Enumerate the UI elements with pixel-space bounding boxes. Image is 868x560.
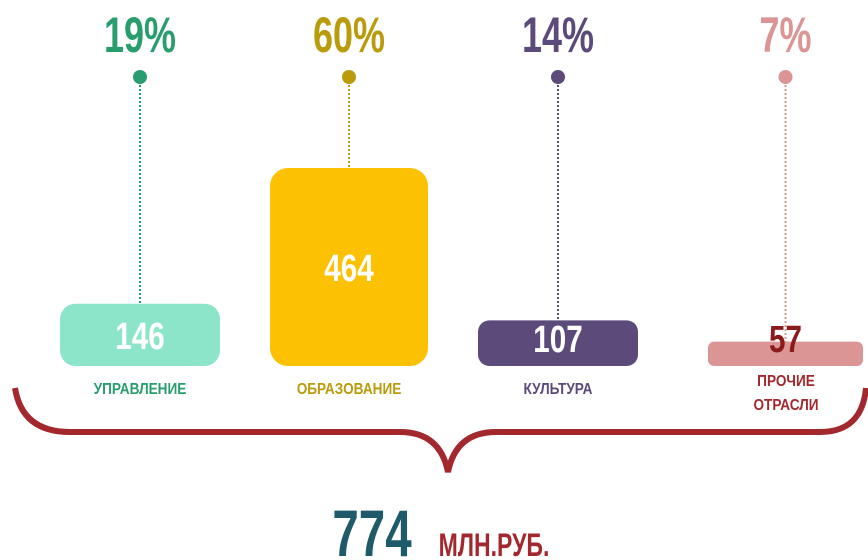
category-label: ПРОЧИЕ ОТРАСЛИ <box>752 373 819 414</box>
category-label: КУЛЬТУРА <box>523 381 593 398</box>
total-unit: МЛН.РУБ. <box>439 527 550 560</box>
category-label: УПРАВЛЕНИЕ <box>93 381 187 398</box>
share-label: 19% <box>104 8 176 63</box>
brace <box>12 387 868 473</box>
bar <box>478 320 638 366</box>
bar-value: 146 <box>115 315 164 357</box>
share-label: 14% <box>522 8 594 63</box>
bar-value: 464 <box>324 248 373 290</box>
bar <box>60 303 220 366</box>
leader-dot <box>551 70 565 84</box>
total-value: 774 <box>332 497 411 560</box>
bar-value: 57 <box>769 319 802 361</box>
bar <box>270 168 428 366</box>
share-label: 60% <box>313 8 385 63</box>
category-label: ОБРАЗОВАНИЕ <box>296 381 402 398</box>
total-group: 774 МЛН.РУБ. <box>332 497 549 560</box>
bar-value: 107 <box>533 319 582 361</box>
leader-dot <box>342 70 356 84</box>
bar <box>708 341 863 366</box>
share-label: 7% <box>759 8 811 63</box>
leader-dot <box>133 70 147 84</box>
leader-dot <box>778 70 793 84</box>
